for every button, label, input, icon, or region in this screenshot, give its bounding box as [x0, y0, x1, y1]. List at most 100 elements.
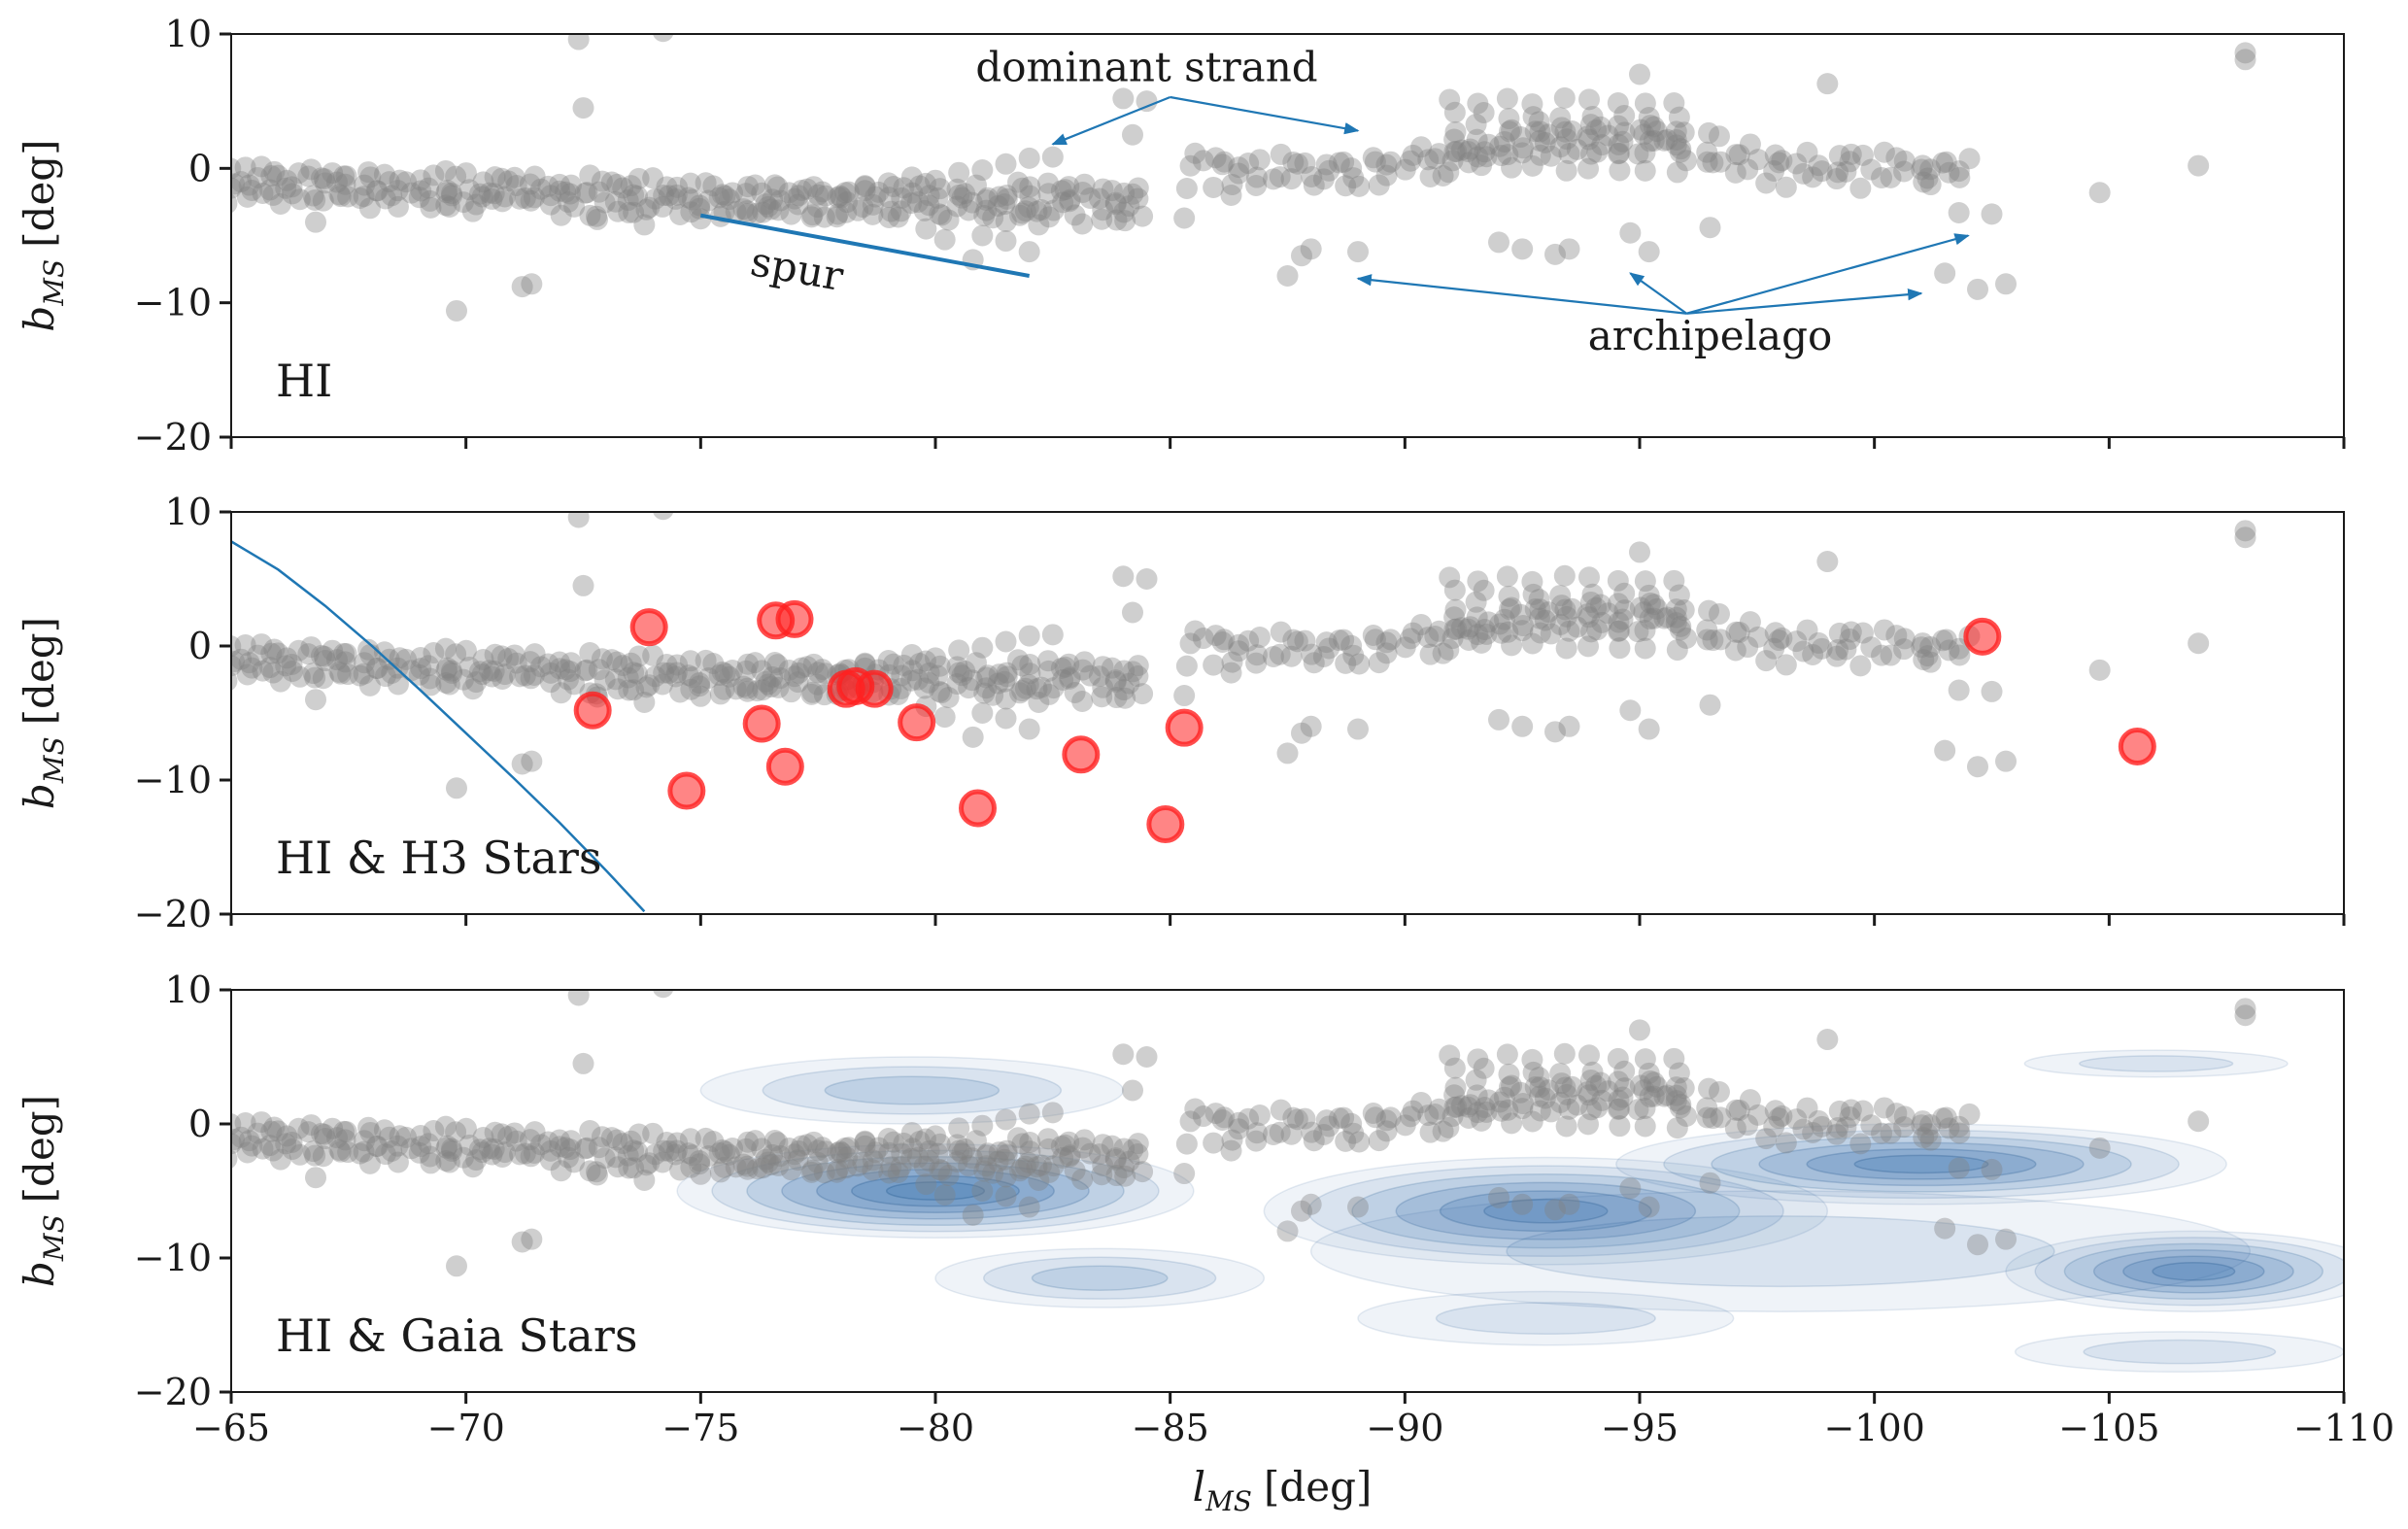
hi-point — [666, 1132, 689, 1154]
hi-point — [1030, 1154, 1052, 1176]
hi-point — [653, 990, 674, 999]
hi-point — [231, 635, 242, 658]
hi-point — [1220, 185, 1242, 206]
hi-point — [353, 186, 375, 208]
hi-point — [465, 671, 488, 694]
hi-point — [762, 188, 784, 211]
hi-point — [1203, 1132, 1225, 1154]
hi-point — [975, 666, 998, 689]
annotation-arrow — [1686, 233, 1970, 315]
hi-point — [1493, 608, 1515, 630]
hi-point — [1912, 1110, 1934, 1133]
hi-point — [410, 646, 432, 668]
hi-point — [1737, 1114, 1759, 1137]
hi-point — [664, 665, 687, 688]
hi-point — [387, 1151, 409, 1173]
hi-point — [1511, 1093, 1534, 1115]
hi-point — [234, 1111, 256, 1134]
hi-point — [381, 185, 403, 207]
hi-point — [878, 206, 900, 228]
hi-point — [1402, 1100, 1424, 1122]
hi-point — [1932, 1107, 1954, 1130]
h3-star — [2118, 728, 2156, 765]
panel-frame — [230, 33, 2345, 438]
hi-point — [958, 1155, 980, 1177]
hi-point — [1312, 1123, 1335, 1145]
hi-point — [555, 659, 577, 681]
hi-point — [826, 1161, 848, 1183]
hi-point — [1347, 241, 1369, 263]
hi-point — [334, 1129, 356, 1151]
hi-point — [1540, 1101, 1562, 1123]
hi-point — [297, 1121, 320, 1143]
hi-point — [539, 1149, 561, 1172]
y-ticks: 100−10−20 — [134, 968, 231, 1413]
density-contour — [2023, 1049, 2289, 1078]
hi-point — [948, 662, 970, 684]
hi-point — [918, 194, 940, 217]
hi-point — [612, 177, 634, 199]
hi-point — [1724, 1117, 1747, 1139]
hi-point — [784, 1143, 805, 1166]
hi-point — [1450, 617, 1473, 639]
hi-point — [604, 1146, 627, 1169]
hi-point — [548, 1129, 570, 1151]
hi-point — [689, 1150, 711, 1172]
hi-point — [1037, 183, 1060, 205]
hi-point — [1558, 238, 1580, 260]
hi-point — [1280, 1123, 1303, 1145]
hi-point — [521, 273, 543, 295]
hi-point — [1073, 1129, 1096, 1151]
hi-point — [1550, 1072, 1573, 1095]
hi-point — [1528, 1085, 1550, 1107]
h3-star — [1165, 708, 1204, 747]
hi-point — [1673, 599, 1695, 622]
hi-point — [1585, 119, 1608, 141]
hi-point — [1938, 639, 1960, 662]
hi-point — [929, 203, 951, 225]
hi-point — [1474, 618, 1496, 640]
hi-point — [1059, 188, 1081, 211]
hi-point — [623, 184, 645, 206]
hi-point — [1579, 591, 1602, 613]
hi-point — [1011, 177, 1034, 199]
hi-point — [1018, 241, 1040, 263]
hi-point — [1419, 643, 1441, 665]
hi-point — [381, 1139, 403, 1162]
hi-point — [1368, 174, 1390, 196]
hi-point — [1269, 166, 1291, 188]
hi-point — [1410, 614, 1433, 636]
hi-point — [335, 165, 357, 187]
hi-point — [732, 675, 755, 697]
hi-point — [269, 670, 291, 693]
hi-point — [1465, 1069, 1487, 1091]
hi-point — [458, 1134, 481, 1156]
hi-point — [891, 1142, 913, 1165]
hi-point — [471, 663, 493, 686]
hi-point — [481, 1143, 503, 1166]
hi-point — [1006, 171, 1029, 193]
hi-point — [1796, 141, 1818, 163]
hi-point — [572, 574, 594, 596]
y-label-main: b — [16, 783, 63, 809]
hi-point — [1653, 129, 1676, 152]
hi-point — [1179, 154, 1202, 177]
hi-point — [1840, 621, 1862, 643]
hi-point — [359, 1121, 382, 1143]
hi-point — [1934, 739, 1956, 762]
hi-point — [1471, 631, 1493, 654]
hi-point — [302, 663, 324, 685]
hi-point — [1088, 1143, 1110, 1166]
hi-point — [1079, 664, 1102, 687]
hi-point — [1270, 143, 1292, 165]
hi-point — [1796, 619, 1818, 641]
hi-point — [877, 172, 899, 194]
hi-point — [1851, 622, 1874, 644]
hi-point — [1633, 601, 1655, 624]
hi-point — [358, 1152, 381, 1174]
hi-point — [468, 661, 491, 683]
hi-point — [1340, 157, 1363, 180]
hi-point — [689, 675, 711, 697]
hi-point — [1511, 615, 1534, 637]
hi-point — [994, 193, 1016, 216]
